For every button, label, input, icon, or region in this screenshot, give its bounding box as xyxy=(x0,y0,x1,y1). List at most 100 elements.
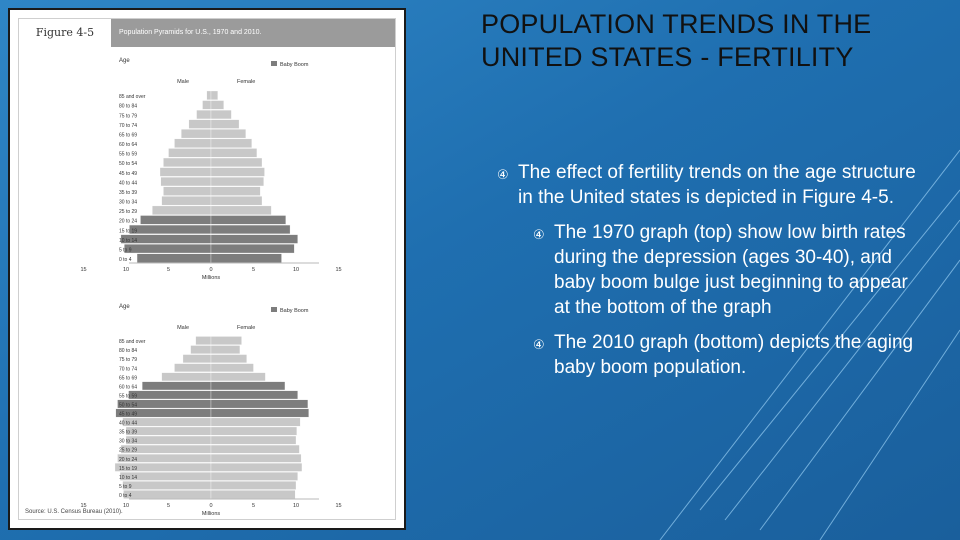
age-tick-label: 65 to 69 xyxy=(119,375,137,381)
female-bar xyxy=(210,426,297,436)
age-tick-label: 50 to 54 xyxy=(119,402,137,408)
legend-label: Baby Boom xyxy=(280,308,309,314)
age-tick-label: 35 to 39 xyxy=(119,430,137,436)
male-bar xyxy=(136,253,212,263)
female-bar xyxy=(210,490,296,499)
female-bar xyxy=(210,138,252,148)
age-tick-label: 0 to 4 xyxy=(119,493,132,499)
male-bar xyxy=(196,109,212,120)
x-tick-label: 10 xyxy=(293,503,299,509)
female-bar xyxy=(210,215,286,225)
figure-source: Source: U.S. Census Bureau (2010). xyxy=(25,509,123,515)
male-label: Male xyxy=(177,79,189,85)
age-tick-label: 45 to 49 xyxy=(119,171,137,177)
x-axis-label: Millions xyxy=(202,275,221,281)
male-bar xyxy=(163,186,212,196)
female-bar xyxy=(210,354,247,363)
age-tick-label: 70 to 74 xyxy=(119,123,137,129)
age-tick-label: 75 to 79 xyxy=(119,113,137,119)
figure-title: Population Pyramids for U.S., 1970 and 2… xyxy=(111,19,395,47)
male-bar xyxy=(174,363,212,373)
age-tick-label: 20 to 24 xyxy=(119,219,137,225)
population-pyramids: Baby Boom Age Male Female 0 to 4 5 to 9 10 to … xyxy=(80,58,341,517)
x-tick-label: 10 xyxy=(123,503,129,509)
female-bar xyxy=(210,244,295,254)
age-tick-label: 40 to 44 xyxy=(119,180,137,186)
female-bar xyxy=(210,129,246,139)
age-tick-label: 70 to 74 xyxy=(119,366,137,372)
female-bar xyxy=(210,186,261,196)
age-tick-label: 30 to 34 xyxy=(119,439,137,445)
male-label: Male xyxy=(177,325,189,331)
age-tick-label: 55 to 59 xyxy=(119,393,137,399)
x-tick-label: 15 xyxy=(335,503,341,509)
female-bar xyxy=(210,472,298,481)
female-bar xyxy=(210,157,263,167)
age-tick-label: 5 to 9 xyxy=(119,247,132,253)
male-bar xyxy=(125,435,212,445)
x-tick-label: 5 xyxy=(252,267,255,273)
age-tick-label: 50 to 54 xyxy=(119,161,137,167)
male-bar xyxy=(181,129,212,139)
female-label: Female xyxy=(237,79,255,85)
age-tick-label: 85 and over xyxy=(119,339,146,345)
female-bar xyxy=(210,253,282,263)
x-tick-label: 15 xyxy=(80,267,86,273)
female-bar xyxy=(210,224,291,235)
male-bar xyxy=(152,205,212,215)
age-tick-label: 85 and over xyxy=(119,94,146,100)
age-axis-label: Age xyxy=(119,304,130,310)
x-tick-label: 0 xyxy=(209,503,212,509)
female-bar xyxy=(210,345,241,354)
age-tick-label: 5 to 9 xyxy=(119,484,132,490)
sub-bullet-text: The 2010 graph (bottom) depicts the agin… xyxy=(554,332,914,378)
age-tick-label: 15 to 19 xyxy=(119,228,137,234)
age-tick-label: 0 to 4 xyxy=(119,257,132,263)
male-bar xyxy=(161,196,212,206)
female-bar xyxy=(210,444,300,454)
male-bar xyxy=(195,336,212,345)
figure-label: Figure 4-5 xyxy=(35,26,95,39)
female-bar xyxy=(210,119,240,129)
female-bar xyxy=(210,177,264,187)
bullet-list: ④ The effect of fertility trends on the … xyxy=(497,160,917,390)
age-axis-label: Age xyxy=(119,58,130,64)
slide-title: POPULATION TRENDS IN THE UNITED STATES -… xyxy=(481,9,872,72)
age-tick-label: 55 to 59 xyxy=(119,152,137,158)
x-axis-label: Millions xyxy=(202,511,221,517)
x-tick-label: 5 xyxy=(167,503,170,509)
legend-swatch xyxy=(271,61,277,66)
age-tick-label: 80 to 84 xyxy=(119,348,137,354)
age-tick-label: 60 to 64 xyxy=(119,142,137,148)
sub-bullet-list: ④ The 1970 graph (top) show low birth ra… xyxy=(533,220,917,380)
bullet-item: ④ The effect of fertility trends on the … xyxy=(497,160,917,210)
female-bar xyxy=(210,234,298,244)
male-bar xyxy=(122,481,212,490)
bullet-arrow-icon: ④ xyxy=(533,337,545,352)
figure-panel: Figure 4-5 Population Pyramids for U.S.,… xyxy=(18,18,396,520)
male-bar xyxy=(124,244,212,254)
bullet-text: The effect of fertility trends on the ag… xyxy=(518,162,916,208)
female-bar xyxy=(210,167,265,177)
male-bar xyxy=(168,148,212,158)
x-tick-label: 10 xyxy=(123,267,129,273)
age-tick-label: 60 to 64 xyxy=(119,384,137,390)
age-tick-label: 20 to 24 xyxy=(119,457,137,463)
age-tick-label: 75 to 79 xyxy=(119,357,137,363)
x-tick-label: 5 xyxy=(167,267,170,273)
sub-bullet-item: ④ The 2010 graph (bottom) depicts the ag… xyxy=(533,330,917,380)
female-bar xyxy=(210,336,242,345)
male-bar xyxy=(188,119,212,129)
age-tick-label: 10 to 14 xyxy=(119,475,137,481)
male-bar xyxy=(140,215,212,225)
male-bar xyxy=(129,224,212,235)
female-bar xyxy=(210,90,218,100)
male-bar xyxy=(161,372,212,382)
female-bar xyxy=(210,390,298,400)
age-tick-label: 30 to 34 xyxy=(119,200,137,206)
female-bar xyxy=(210,381,286,391)
female-bar xyxy=(210,363,254,373)
male-bar xyxy=(174,138,212,148)
male-bar xyxy=(125,426,212,436)
male-bar xyxy=(123,490,212,499)
